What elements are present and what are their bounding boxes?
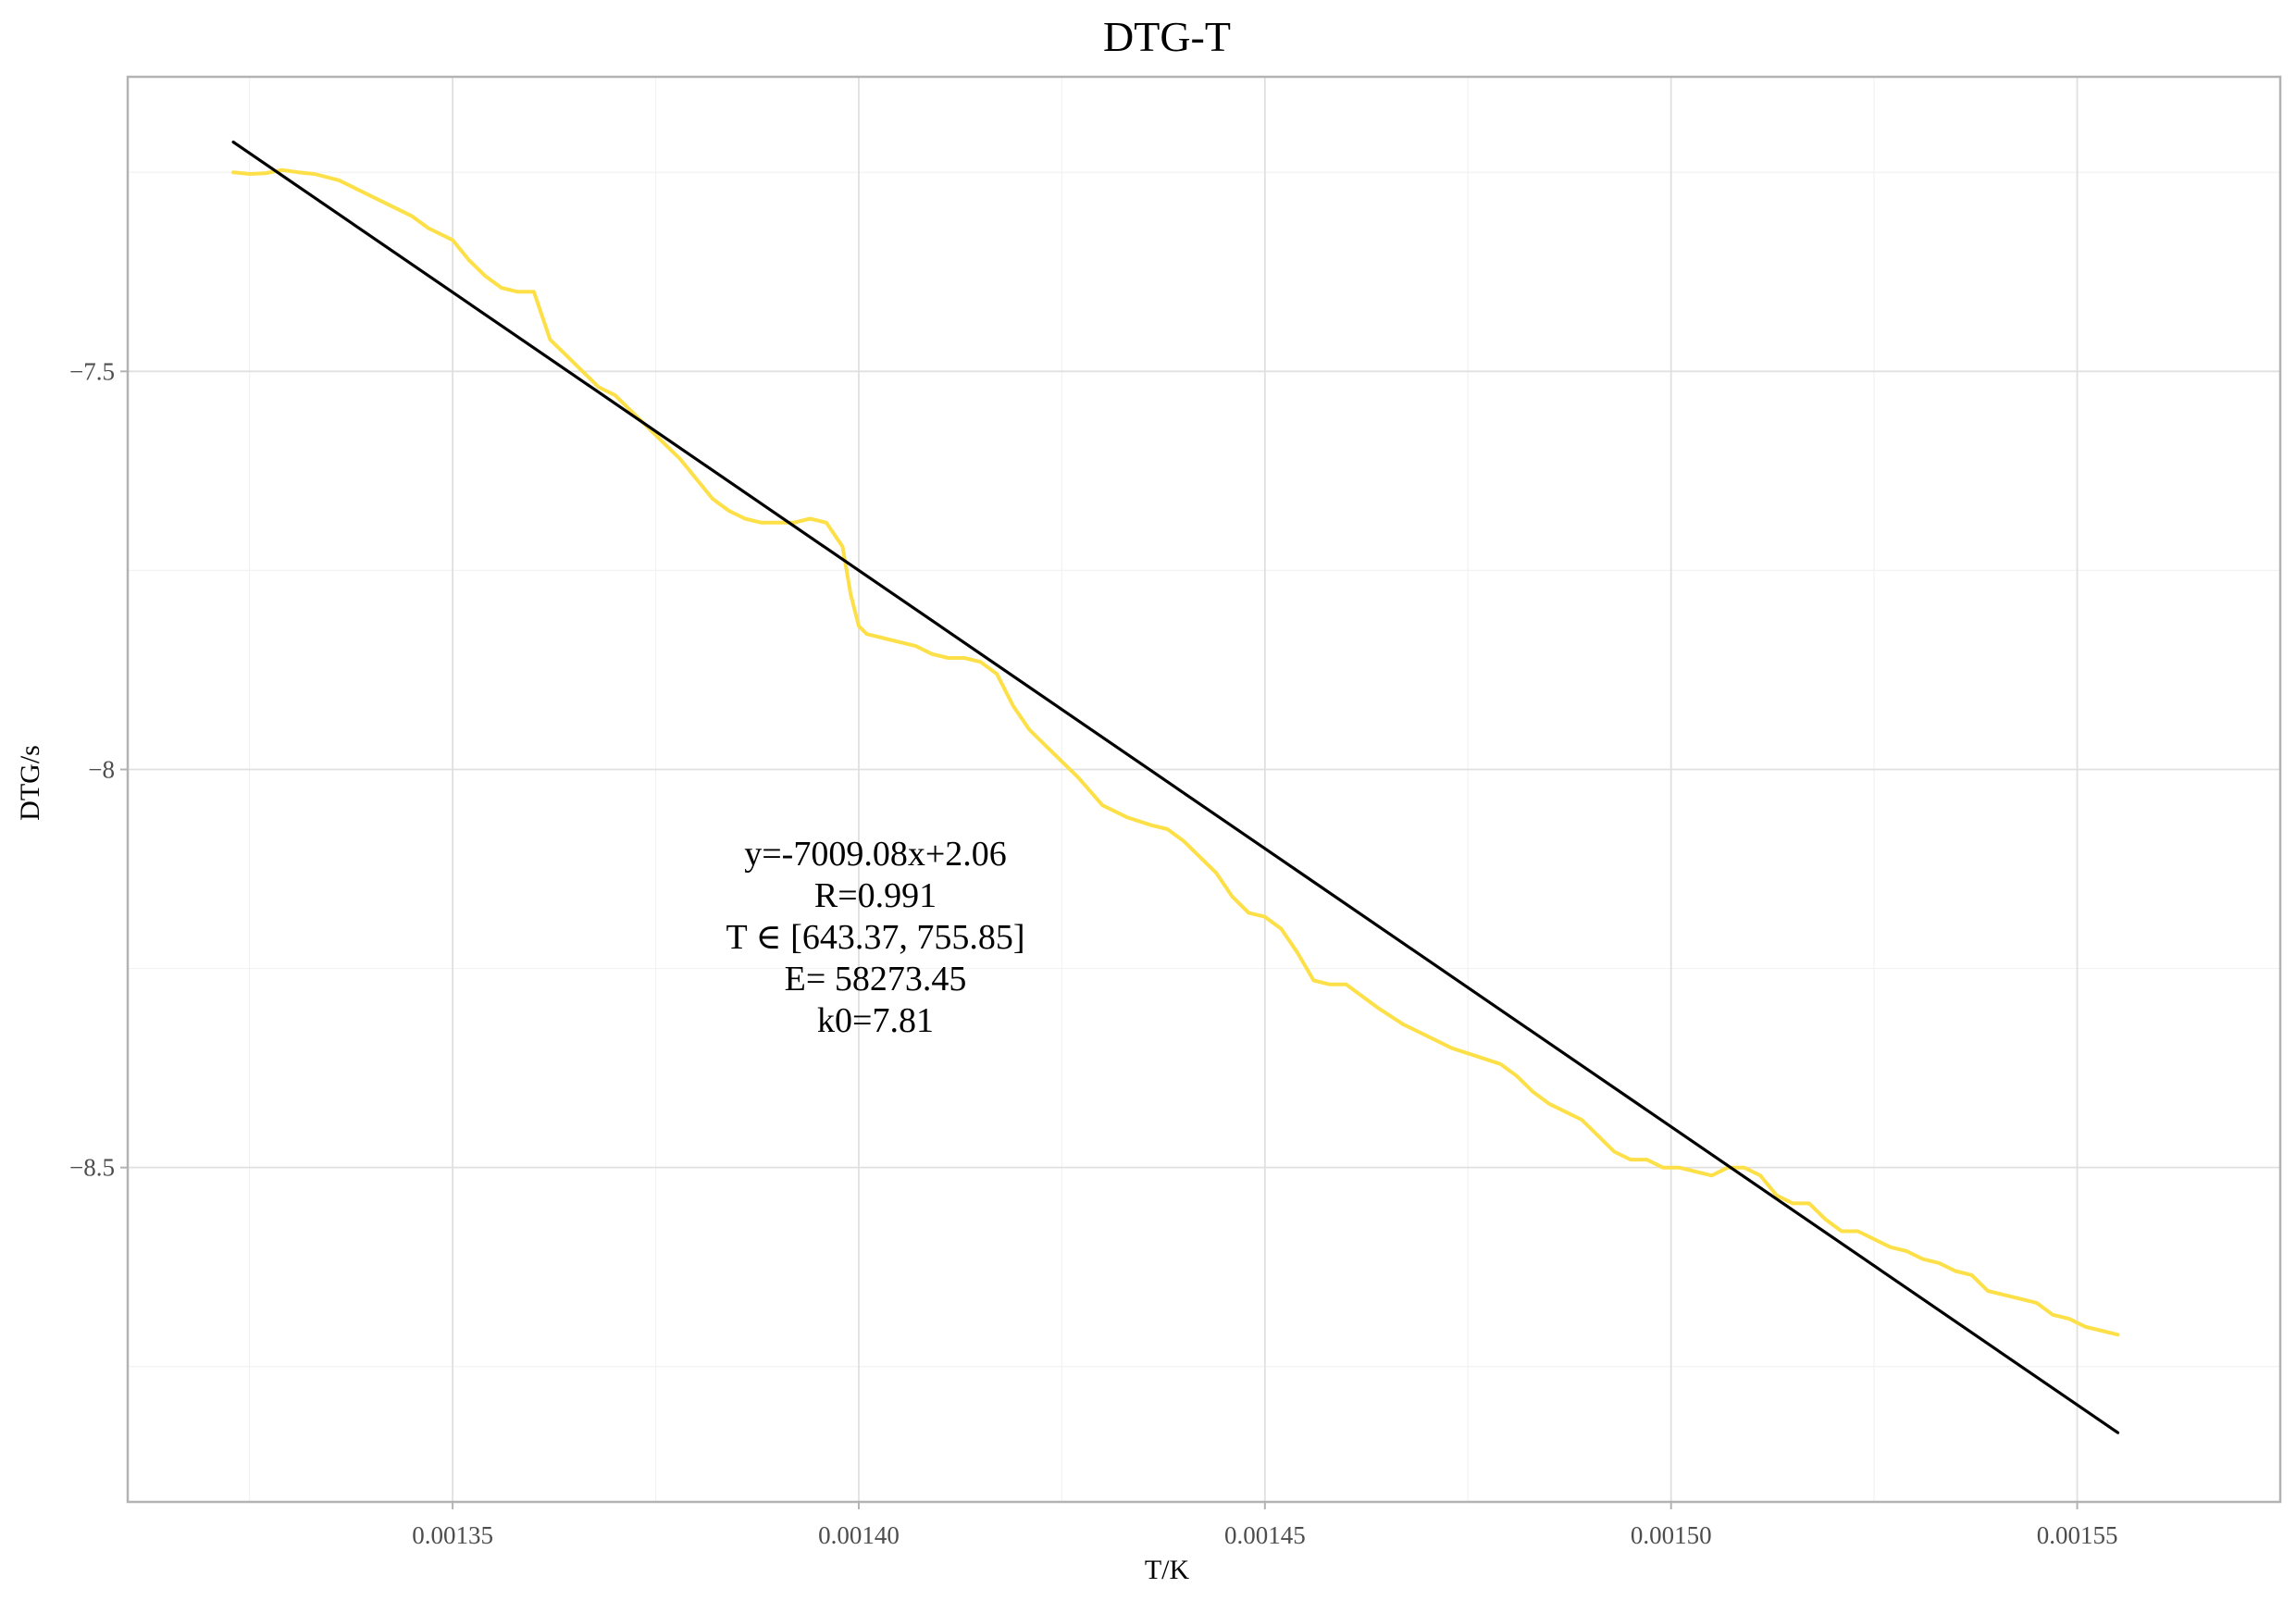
annotation-r: R=0.991: [814, 876, 937, 915]
x-tick-label: 0.00155: [2037, 1521, 2118, 1549]
plot-panel-border: [126, 75, 2282, 1504]
y-tick-label: −7.5: [69, 357, 115, 385]
minor-gridlines: [128, 77, 2280, 1502]
x-axis-label: T/K: [1145, 1555, 1190, 1585]
x-tick-label: 0.00135: [412, 1521, 493, 1549]
x-tick-label: 0.00150: [1631, 1521, 1712, 1549]
annotation-equation: y=-7009.08x+2.06: [744, 835, 1007, 874]
annotation-e: E= 58273.45: [785, 960, 967, 998]
dtg-data-line: [231, 167, 2120, 1337]
x-axis-ticks: 0.00135 0.00140 0.00145 0.00150 0.00155: [412, 1502, 2117, 1549]
regression-annotation: y=-7009.08x+2.06 R=0.991 T ∈ [643.37, 75…: [726, 835, 1025, 1040]
chart-title: DTG-T: [1103, 13, 1231, 60]
series-layer: [231, 140, 2120, 1434]
x-tick-label: 0.00145: [1224, 1521, 1306, 1549]
y-tick-label: −8: [88, 755, 115, 783]
y-tick-label: −8.5: [69, 1154, 115, 1182]
major-gridlines: [128, 77, 2280, 1502]
annotation-k0: k0=7.81: [817, 1001, 934, 1040]
x-tick-label: 0.00140: [818, 1521, 900, 1549]
linear-fit-line: [231, 140, 2120, 1434]
y-axis-label: DTG/s: [15, 745, 45, 821]
annotation-t-range: T ∈ [643.37, 755.85]: [726, 918, 1025, 957]
y-axis-ticks: −8.5 −8 −7.5: [69, 357, 128, 1182]
